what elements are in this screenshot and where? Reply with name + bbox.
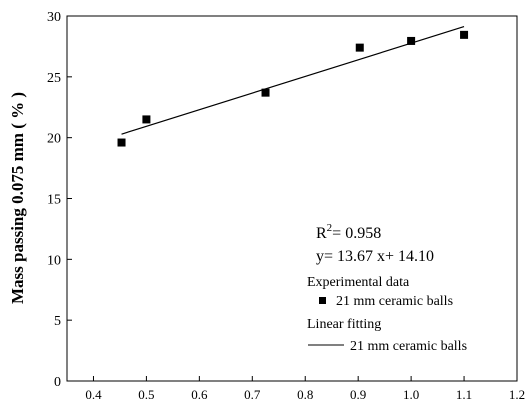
legend-title-experimental: Experimental data xyxy=(307,275,410,290)
y-tick-label: 20 xyxy=(47,132,61,147)
y-axis-label: Mass passing 0.075 mm ( % ) xyxy=(8,92,27,304)
data-point xyxy=(355,43,364,52)
legend-entry-experimental: 21 mm ceramic balls xyxy=(336,294,453,309)
data-point xyxy=(407,36,416,45)
r-squared-value: = 0.958 xyxy=(332,225,381,242)
data-point xyxy=(117,138,126,147)
data-points xyxy=(117,30,469,147)
fit-line-group xyxy=(121,26,465,135)
x-tick-label: 1.2 xyxy=(509,387,525,402)
x-tick-label: 0.4 xyxy=(85,387,102,402)
y-tick-label: 30 xyxy=(47,10,61,25)
legend-marker-square xyxy=(319,297,326,304)
y-tick-label: 10 xyxy=(47,253,61,268)
legend-entry-linear: 21 mm ceramic balls xyxy=(350,339,467,354)
x-tick-label: 0.5 xyxy=(138,387,154,402)
r-squared-base: R xyxy=(316,225,327,242)
data-point xyxy=(261,88,270,97)
data-point xyxy=(460,30,469,39)
x-tick-label: 0.9 xyxy=(350,387,366,402)
y-tick-label: 5 xyxy=(54,314,61,329)
y-tick-label: 25 xyxy=(47,71,61,86)
legend: Experimental data 21 mm ceramic balls Li… xyxy=(307,275,467,354)
x-tick-label: 0.7 xyxy=(244,387,261,402)
y-tick-label: 0 xyxy=(54,375,61,390)
equation-annotation: y= 13.67 x+ 14.10 xyxy=(316,248,434,265)
fit-line xyxy=(121,26,465,135)
x-tick-label: 1.0 xyxy=(403,387,419,402)
x-tick-label: 1.1 xyxy=(456,387,472,402)
r-squared-annotation: R2= 0.958 xyxy=(316,222,381,242)
legend-title-linear: Linear fitting xyxy=(307,317,381,332)
y-tick-label: 15 xyxy=(47,193,61,208)
r-squared-superscript: 2 xyxy=(327,222,333,234)
plot-frame xyxy=(66,15,518,382)
data-point xyxy=(142,115,151,124)
axis-ticks: 0 5 10 15 20 25 30 0.4 0.5 0.6 0.7 0.8 0.9 1.0 1.1 1.2 xyxy=(47,10,525,402)
x-tick-label: 0.6 xyxy=(191,387,208,402)
x-tick-label: 0.8 xyxy=(297,387,313,402)
